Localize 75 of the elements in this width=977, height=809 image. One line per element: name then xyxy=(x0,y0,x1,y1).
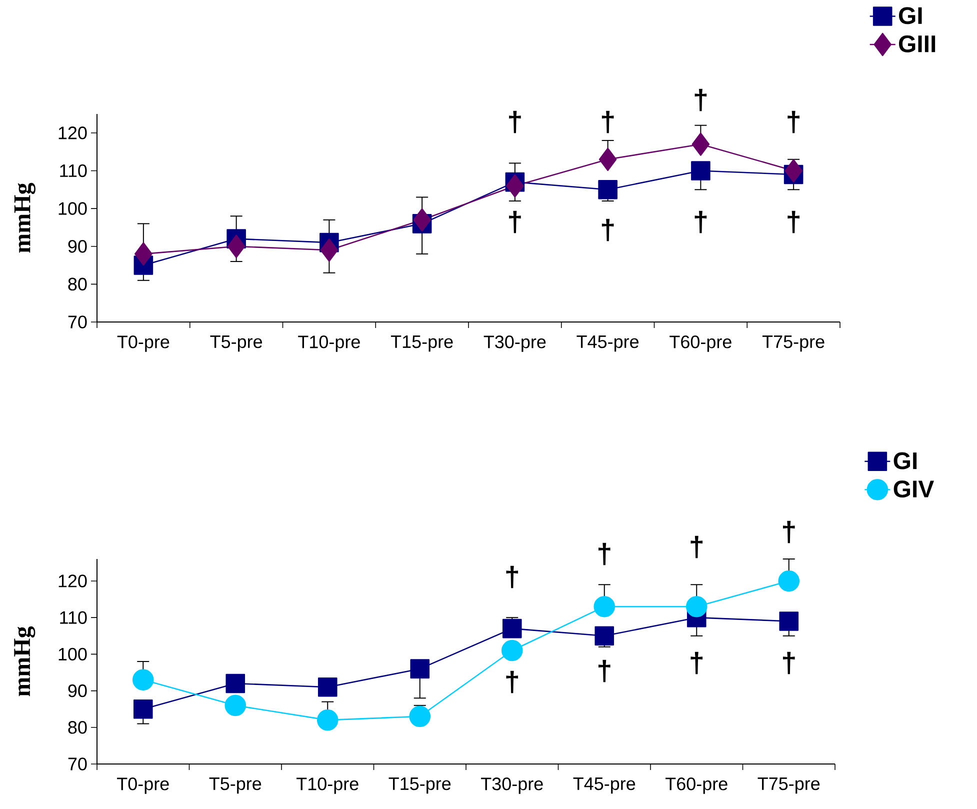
x-tick-label: T45-pre xyxy=(576,336,639,352)
point xyxy=(506,174,524,198)
point xyxy=(410,659,430,678)
point xyxy=(692,132,710,156)
annotation: † xyxy=(782,652,795,674)
y-tick-label: 110 xyxy=(60,611,87,624)
point xyxy=(132,669,154,690)
point xyxy=(779,612,799,631)
point xyxy=(133,699,153,719)
y-tick-label: 120 xyxy=(58,126,87,140)
y-tick-label: 80 xyxy=(68,278,87,291)
y-tick-label: 110 xyxy=(60,164,87,178)
x-tick-label: T0-pre xyxy=(117,778,169,794)
x-tick-label: T60-pre xyxy=(670,336,732,352)
x-tick-label: T60-pre xyxy=(666,778,728,794)
x-tick-label: T10-pre xyxy=(298,336,360,352)
text: † xyxy=(782,520,795,544)
x-tick-label: T10-pre xyxy=(296,778,358,794)
point xyxy=(227,234,246,258)
legend-label: GIV xyxy=(894,480,934,498)
point xyxy=(598,148,617,172)
point xyxy=(784,159,802,182)
legend-label: GI xyxy=(898,7,922,24)
annotation: † xyxy=(598,660,610,682)
x-tick-label: T30-pre xyxy=(484,336,546,352)
legend-label: GI xyxy=(894,452,917,470)
point xyxy=(598,180,618,200)
y-tick-label: 90 xyxy=(68,240,87,253)
y-tick-label: 80 xyxy=(68,721,87,734)
annotation: † xyxy=(694,210,707,234)
annotation: † xyxy=(506,670,518,694)
x-tick-label: T15-pre xyxy=(390,336,453,352)
annotation: † xyxy=(788,210,800,234)
y-tick-label: 100 xyxy=(58,202,87,215)
annotation: † xyxy=(598,542,610,566)
y-tick-label: 70 xyxy=(68,316,87,328)
annotation: † xyxy=(690,652,703,674)
annotation: † xyxy=(509,110,521,134)
point xyxy=(316,709,338,731)
annotation: † xyxy=(788,110,800,134)
point xyxy=(134,242,152,266)
annotation: † xyxy=(506,566,518,588)
y-axis-title: mmHg xyxy=(14,626,36,696)
y-tick-label: 90 xyxy=(68,684,87,698)
y-axis-title: mmHg xyxy=(14,182,36,253)
point xyxy=(413,208,431,232)
point xyxy=(224,694,246,716)
annotation: † xyxy=(509,210,521,234)
x-tick-label: T5-pre xyxy=(209,778,262,794)
annotation: † xyxy=(602,218,614,242)
point xyxy=(686,596,708,618)
point xyxy=(226,674,246,694)
point xyxy=(501,640,523,662)
point xyxy=(691,161,710,180)
x-tick-label: T45-pre xyxy=(573,778,636,794)
y-tick-label: 70 xyxy=(68,758,87,770)
y-tick-label: 100 xyxy=(58,648,87,661)
point xyxy=(409,706,431,728)
x-tick-label: T5-pre xyxy=(210,336,262,352)
point xyxy=(594,596,616,618)
text: † xyxy=(694,88,707,112)
annotation: † xyxy=(602,110,614,134)
point xyxy=(318,677,338,697)
x-tick-label: T15-pre xyxy=(388,778,451,794)
point xyxy=(502,618,522,638)
x-tick-label: T75-pre xyxy=(762,336,824,352)
point xyxy=(778,570,800,592)
point xyxy=(320,238,338,262)
point xyxy=(594,626,614,646)
x-tick-label: T75-pre xyxy=(758,778,820,794)
y-tick-label: 120 xyxy=(58,574,87,588)
x-tick-label: T30-pre xyxy=(481,778,543,794)
legend-label: GIII xyxy=(898,35,936,52)
x-tick-label: T0-pre xyxy=(117,336,170,352)
text: † xyxy=(690,536,703,558)
